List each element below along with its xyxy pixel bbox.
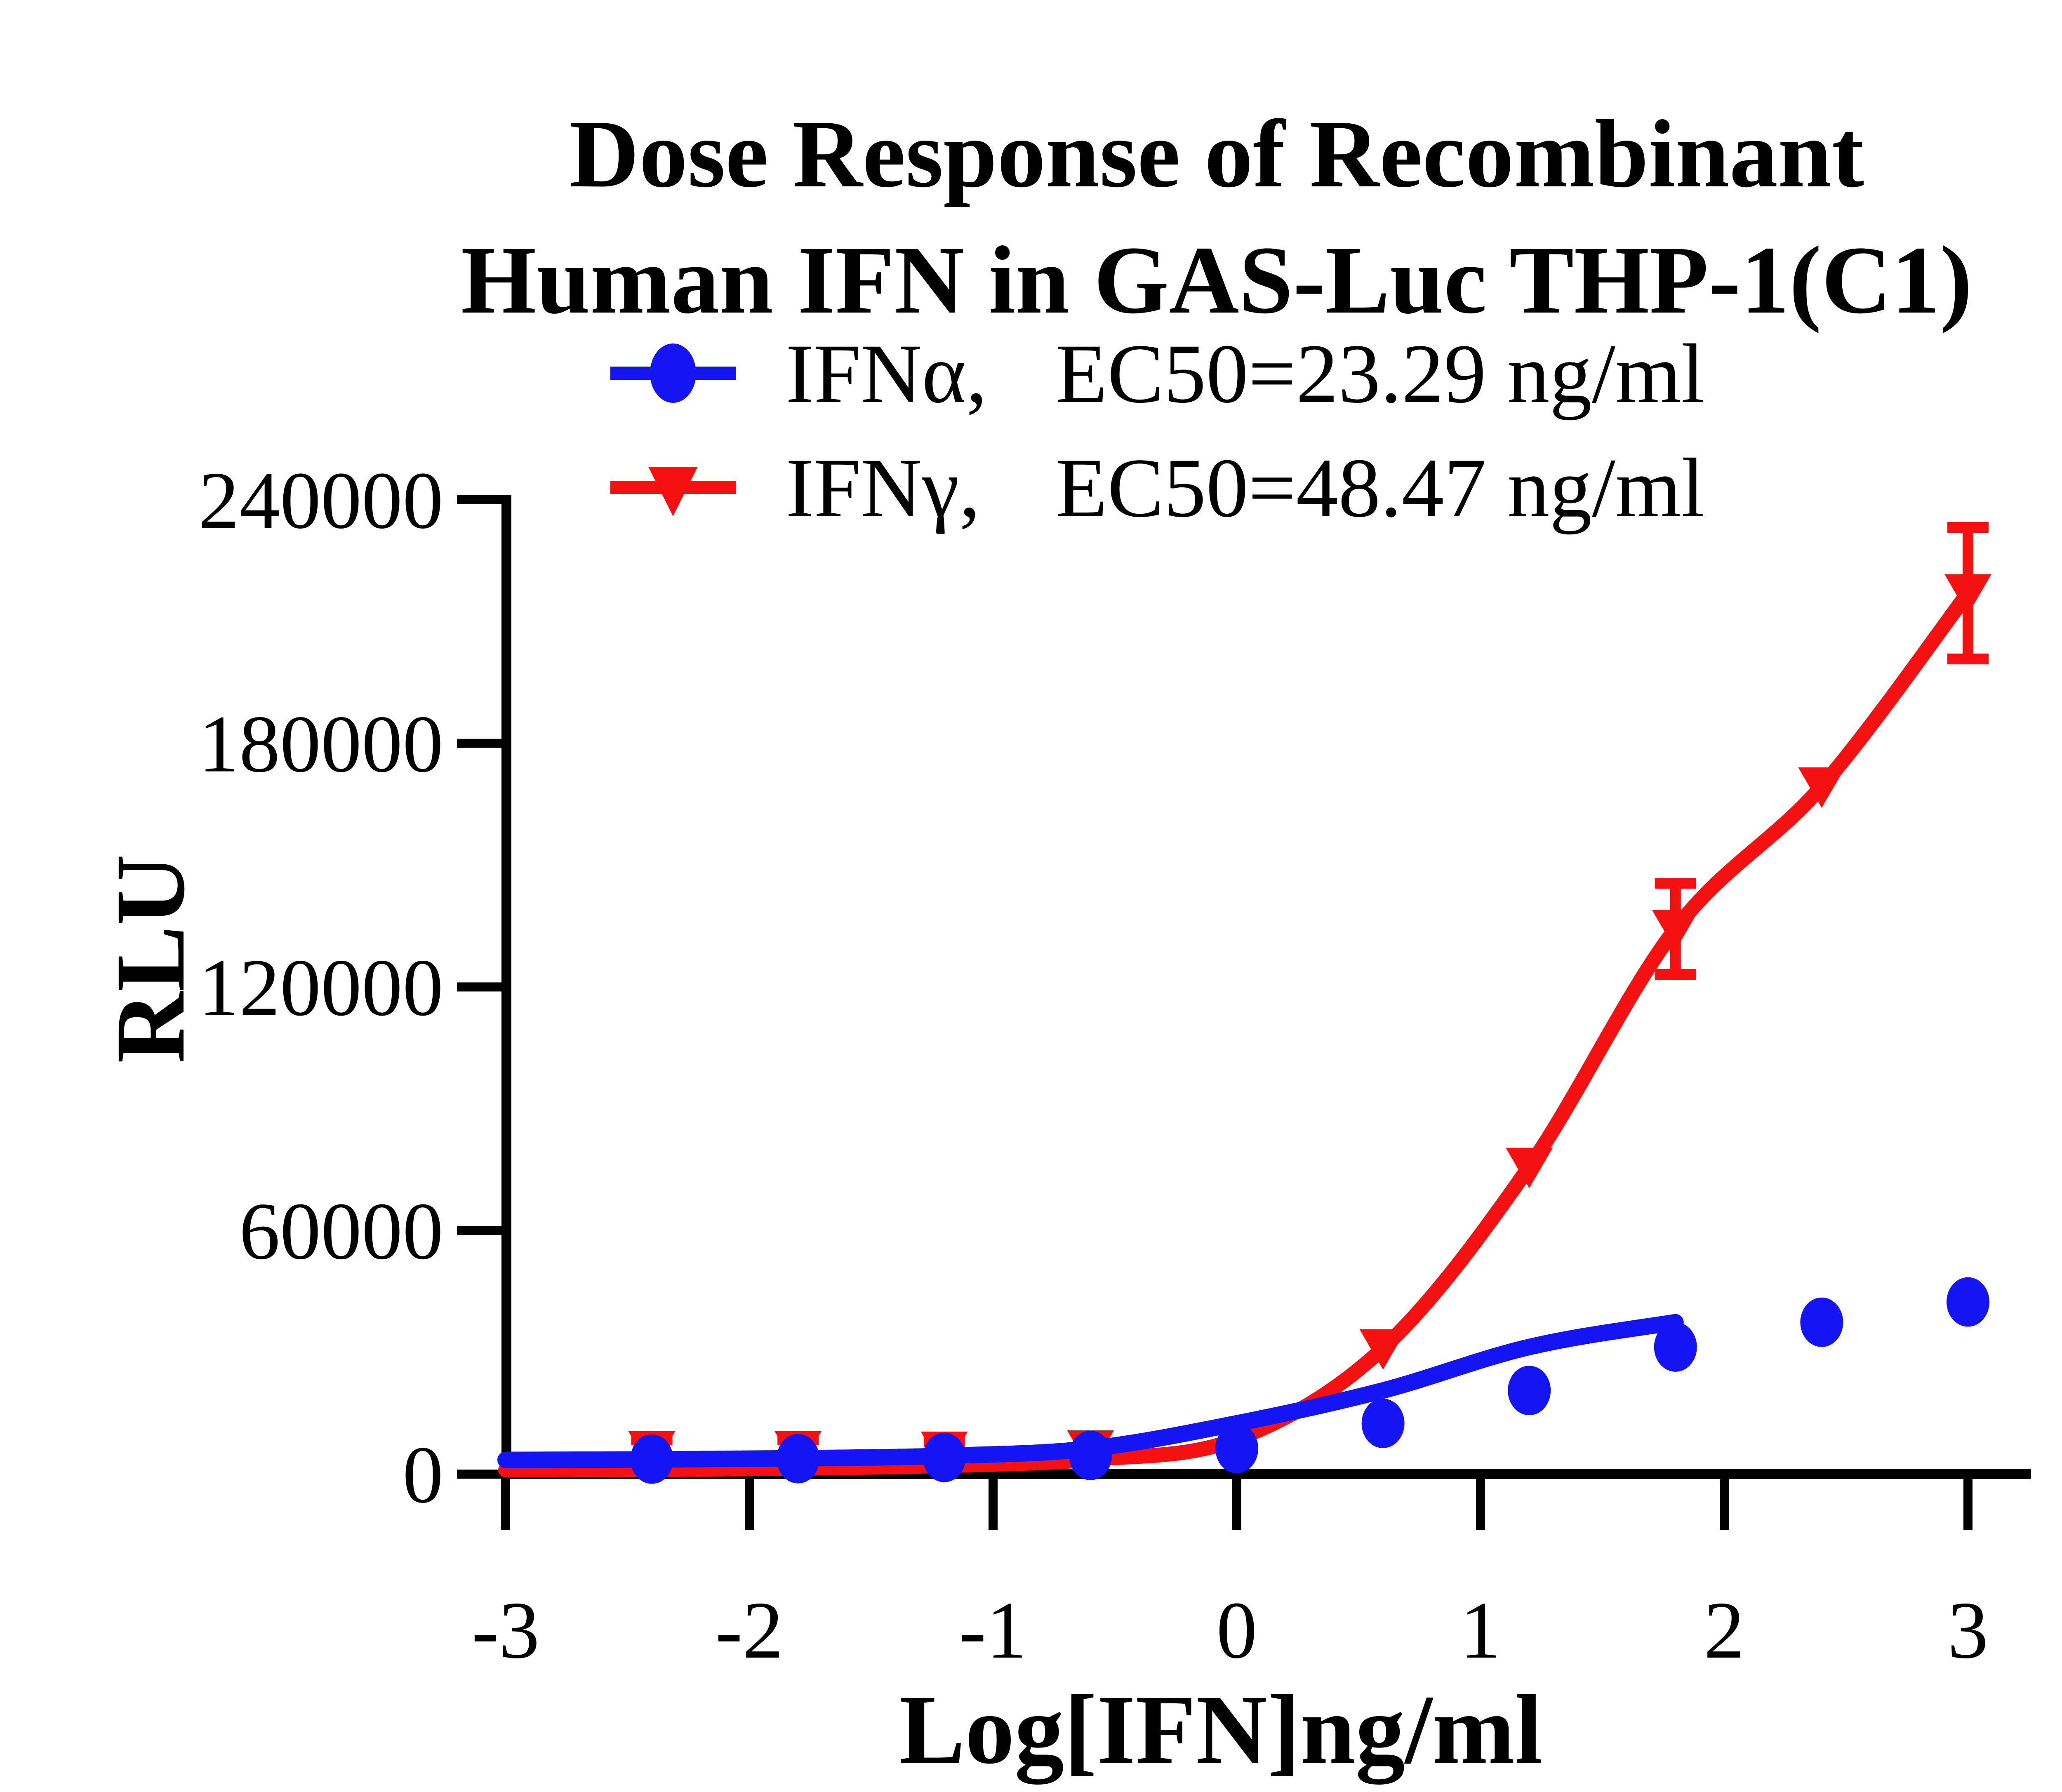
legend: IFNα, EC50=23.29 ng/ml IFNγ, EC50=48.47 …	[610, 327, 1704, 535]
data-point-circle-icon	[1508, 1366, 1551, 1416]
x-axis-title: Log[IFN]ng/ml	[899, 1674, 1542, 1785]
x-tick-label: -3	[472, 1585, 540, 1675]
data-point-circle-icon	[630, 1434, 673, 1484]
x-tick-label: 3	[1948, 1585, 1989, 1675]
y-tick-label: 240000	[198, 455, 443, 546]
legend-ec50-ifn-alpha: EC50=23.29 ng/ml	[1056, 327, 1704, 421]
legend-label-ifn-gamma: IFNγ,	[786, 441, 980, 535]
data-point-circle-icon	[1361, 1398, 1405, 1448]
legend-triangle-marker-icon	[648, 467, 698, 516]
data-point-circle-icon	[1947, 1277, 1989, 1327]
data-point-circle-icon	[777, 1434, 820, 1484]
chart-title-line1: Dose Response of Recombinant	[569, 100, 1864, 207]
data-point-circle-icon	[923, 1432, 966, 1482]
axes: 0 60000 120000 180000 240000 -3 -2 -1 0 1 2 3	[198, 455, 2031, 1675]
legend-circle-marker-icon	[650, 343, 696, 403]
data-point-circle-icon	[1800, 1297, 1843, 1347]
data-point-circle-icon	[1069, 1430, 1112, 1480]
x-tick-label: 0	[1217, 1585, 1257, 1675]
data-point-triangle-icon	[1944, 574, 1991, 615]
legend-row-ifn-alpha: IFNα, EC50=23.29 ng/ml	[610, 327, 1704, 421]
legend-label-ifn-alpha: IFNα,	[786, 327, 987, 421]
y-axis-title: RLU	[95, 854, 205, 1063]
x-tick-label: 1	[1460, 1585, 1501, 1675]
data-point-triangle-icon	[1652, 910, 1699, 950]
y-tick-label: 0	[403, 1430, 443, 1520]
data-point-triangle-icon	[1359, 1329, 1407, 1370]
x-tick-label: -1	[959, 1585, 1027, 1675]
y-tick-label: 180000	[198, 699, 443, 789]
x-tick-label: -2	[716, 1585, 784, 1675]
data-point-triangle-icon	[1506, 1148, 1553, 1188]
data-point-circle-icon	[1654, 1322, 1697, 1372]
legend-ec50-ifn-gamma: EC50=48.47 ng/ml	[1056, 441, 1704, 535]
y-tick-label: 60000	[239, 1186, 443, 1276]
data-point-triangle-icon	[1798, 767, 1845, 808]
chart-title-line2: Human IFN in GAS-Luc THP-1(C1)	[461, 226, 1973, 334]
legend-row-ifn-gamma: IFNγ, EC50=48.47 ng/ml	[610, 441, 1704, 535]
series-IFNγ	[498, 522, 1991, 1478]
curve-IFNγ	[498, 586, 1975, 1478]
data-series	[497, 522, 1991, 1484]
x-tick-label: 2	[1704, 1585, 1745, 1675]
series-IFNα	[497, 1277, 1989, 1484]
y-tick-label: 120000	[198, 943, 443, 1033]
data-point-circle-icon	[1215, 1423, 1258, 1473]
